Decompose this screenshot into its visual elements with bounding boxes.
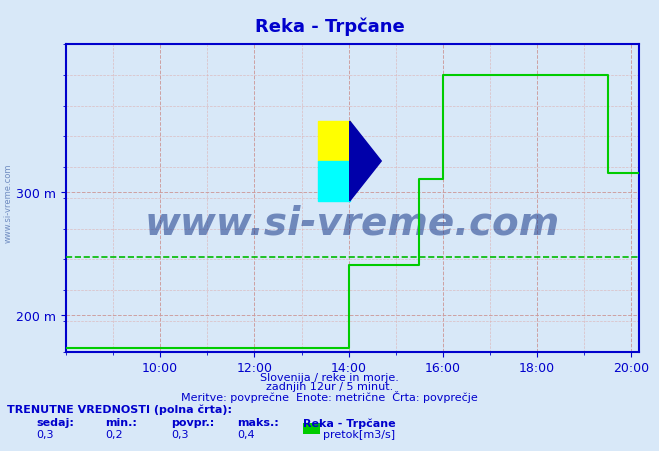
Text: 0,4: 0,4 <box>237 429 255 439</box>
Text: maks.:: maks.: <box>237 417 279 427</box>
Text: pretok[m3/s]: pretok[m3/s] <box>323 429 395 439</box>
Text: Reka - Trpčane: Reka - Trpčane <box>303 417 396 428</box>
Bar <box>318 161 350 202</box>
Text: Meritve: povprečne  Enote: metrične  Črta: povprečje: Meritve: povprečne Enote: metrične Črta:… <box>181 390 478 402</box>
Text: 0,2: 0,2 <box>105 429 123 439</box>
Text: zadnjih 12ur / 5 minut.: zadnjih 12ur / 5 minut. <box>266 381 393 391</box>
Polygon shape <box>350 122 382 202</box>
Text: 0,3: 0,3 <box>171 429 189 439</box>
Text: sedaj:: sedaj: <box>36 417 74 427</box>
Text: Slovenija / reke in morje.: Slovenija / reke in morje. <box>260 372 399 382</box>
Text: min.:: min.: <box>105 417 137 427</box>
Text: povpr.:: povpr.: <box>171 417 215 427</box>
Text: Reka - Trpčane: Reka - Trpčane <box>254 18 405 36</box>
Bar <box>318 122 350 161</box>
Text: 0,3: 0,3 <box>36 429 54 439</box>
Text: TRENUTNE VREDNOSTI (polna črta):: TRENUTNE VREDNOSTI (polna črta): <box>7 404 231 414</box>
Text: www.si-vreme.com: www.si-vreme.com <box>3 163 13 243</box>
Text: www.si-vreme.com: www.si-vreme.com <box>145 204 560 242</box>
